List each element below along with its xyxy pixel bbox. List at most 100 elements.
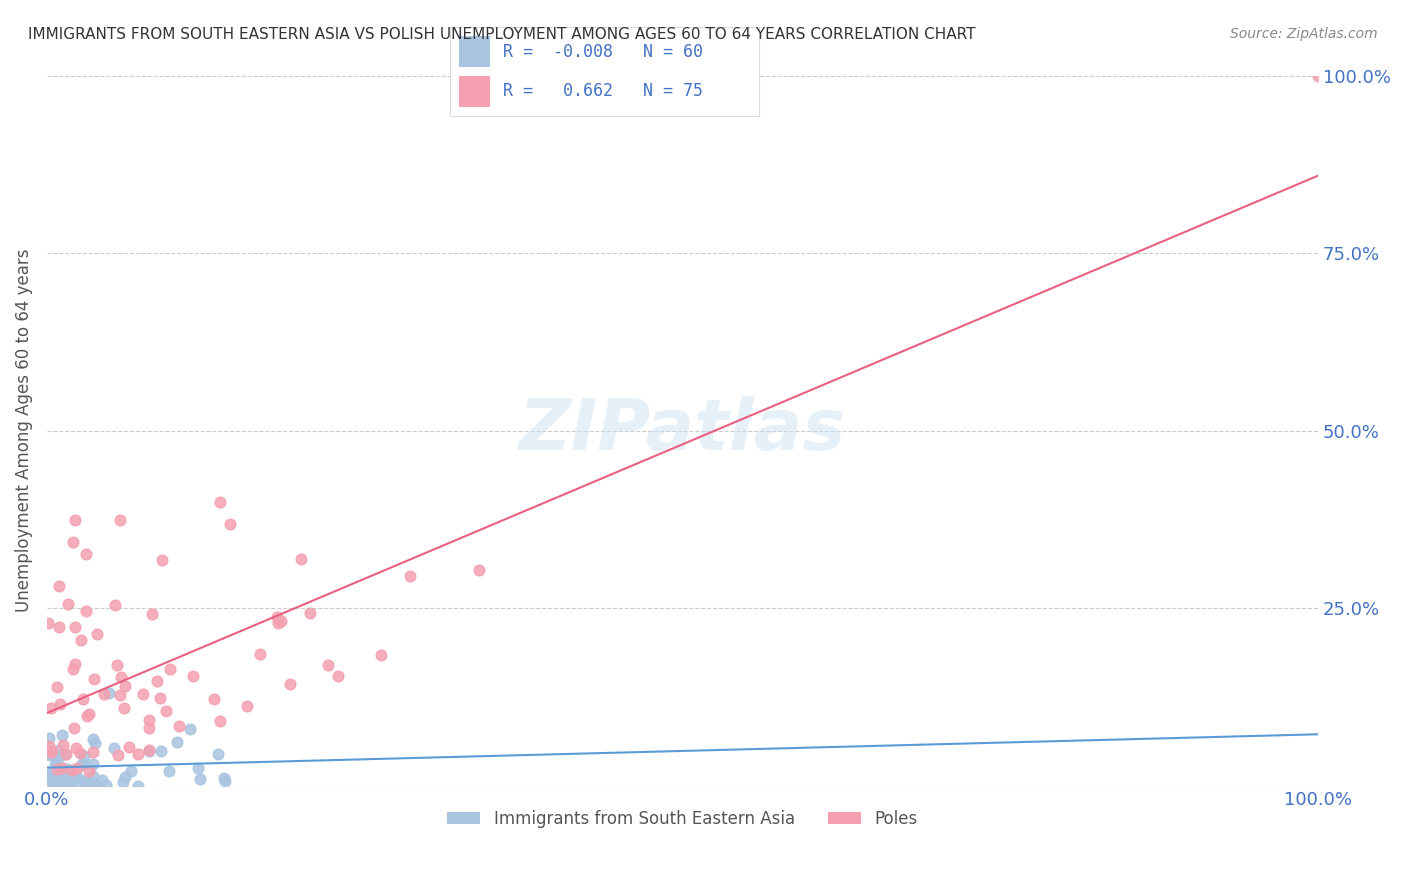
Point (138, 721, 160, 735)
Point (91, 772, 114, 787)
Point (98, 686, 121, 700)
Point (155, 704, 177, 718)
Point (267, 616, 290, 631)
Point (59, 777, 82, 791)
Point (53, 776, 76, 790)
Point (187, 761, 209, 775)
Point (316, 657, 339, 672)
Text: R =  -0.008   N = 60: R = -0.008 N = 60 (502, 43, 703, 61)
Point (103, 741, 125, 756)
Point (76, 709, 98, 723)
Point (39, 745, 62, 759)
Point (169, 719, 191, 733)
Point (145, 674, 167, 689)
Point (62, 763, 84, 777)
Point (84, 736, 107, 750)
Text: R =   0.662   N = 75: R = 0.662 N = 75 (502, 82, 703, 100)
Point (157, 764, 180, 778)
Point (63, 657, 86, 671)
Point (49, 697, 72, 711)
Point (207, 747, 229, 762)
Point (45, 762, 67, 776)
Point (82, 732, 104, 747)
Point (46, 753, 69, 767)
Point (105, 657, 128, 672)
Point (290, 551, 312, 566)
Point (63, 620, 86, 634)
Text: ZIPatlas: ZIPatlas (519, 396, 846, 465)
Point (266, 609, 288, 624)
Point (41, 744, 63, 758)
Point (38, 771, 60, 785)
Point (138, 743, 160, 757)
Point (179, 723, 201, 737)
Point (141, 607, 163, 622)
Point (138, 744, 160, 758)
Point (48, 579, 70, 593)
Point (150, 553, 173, 567)
Point (44, 758, 66, 772)
Point (38, 765, 60, 780)
Point (181, 669, 204, 683)
Point (53, 763, 76, 777)
Point (62, 534, 84, 549)
Point (65, 740, 87, 755)
Point (73, 777, 96, 791)
Point (214, 772, 236, 786)
Point (46, 751, 69, 765)
Point (214, 774, 236, 789)
Point (204, 692, 226, 706)
Point (111, 775, 134, 789)
Point (127, 747, 149, 762)
Point (188, 772, 211, 786)
Point (62, 663, 84, 677)
Point (63, 722, 86, 736)
Point (107, 747, 129, 762)
Point (127, 779, 149, 793)
Point (39, 701, 62, 715)
Point (86, 627, 108, 641)
Point (82, 745, 104, 759)
Point (236, 699, 259, 714)
Point (104, 598, 127, 612)
Point (39, 748, 62, 763)
Point (398, 568, 420, 582)
Point (59, 768, 82, 782)
Point (76, 773, 98, 788)
Point (370, 648, 392, 662)
Point (45, 680, 67, 694)
Point (38, 739, 60, 753)
Point (53, 770, 76, 784)
Point (138, 713, 160, 727)
Point (326, 669, 349, 683)
Point (70, 757, 93, 772)
Point (51, 728, 73, 742)
Point (37, 615, 59, 630)
Point (45, 752, 67, 766)
Point (56, 762, 79, 776)
Point (53, 747, 76, 762)
Point (1308, 69, 1330, 83)
Point (37, 747, 59, 762)
Point (46, 751, 69, 765)
Point (149, 691, 172, 706)
Point (72, 692, 94, 706)
Point (83, 672, 105, 686)
Point (65, 776, 87, 790)
Point (278, 677, 301, 691)
Point (82, 769, 104, 783)
Point (166, 735, 188, 749)
Point (73, 748, 96, 763)
Text: IMMIGRANTS FROM SOUTH EASTERN ASIA VS POLISH UNEMPLOYMENT AMONG AGES 60 TO 64 YE: IMMIGRANTS FROM SOUTH EASTERN ASIA VS PO… (28, 27, 976, 42)
Point (75, 604, 97, 618)
Point (38, 731, 60, 746)
Point (118, 740, 141, 755)
Point (209, 714, 232, 729)
Point (467, 563, 489, 577)
Point (75, 547, 97, 561)
Point (55, 767, 77, 781)
Point (70, 632, 93, 647)
Point (42, 778, 65, 792)
Point (63, 513, 86, 527)
Point (114, 679, 136, 693)
